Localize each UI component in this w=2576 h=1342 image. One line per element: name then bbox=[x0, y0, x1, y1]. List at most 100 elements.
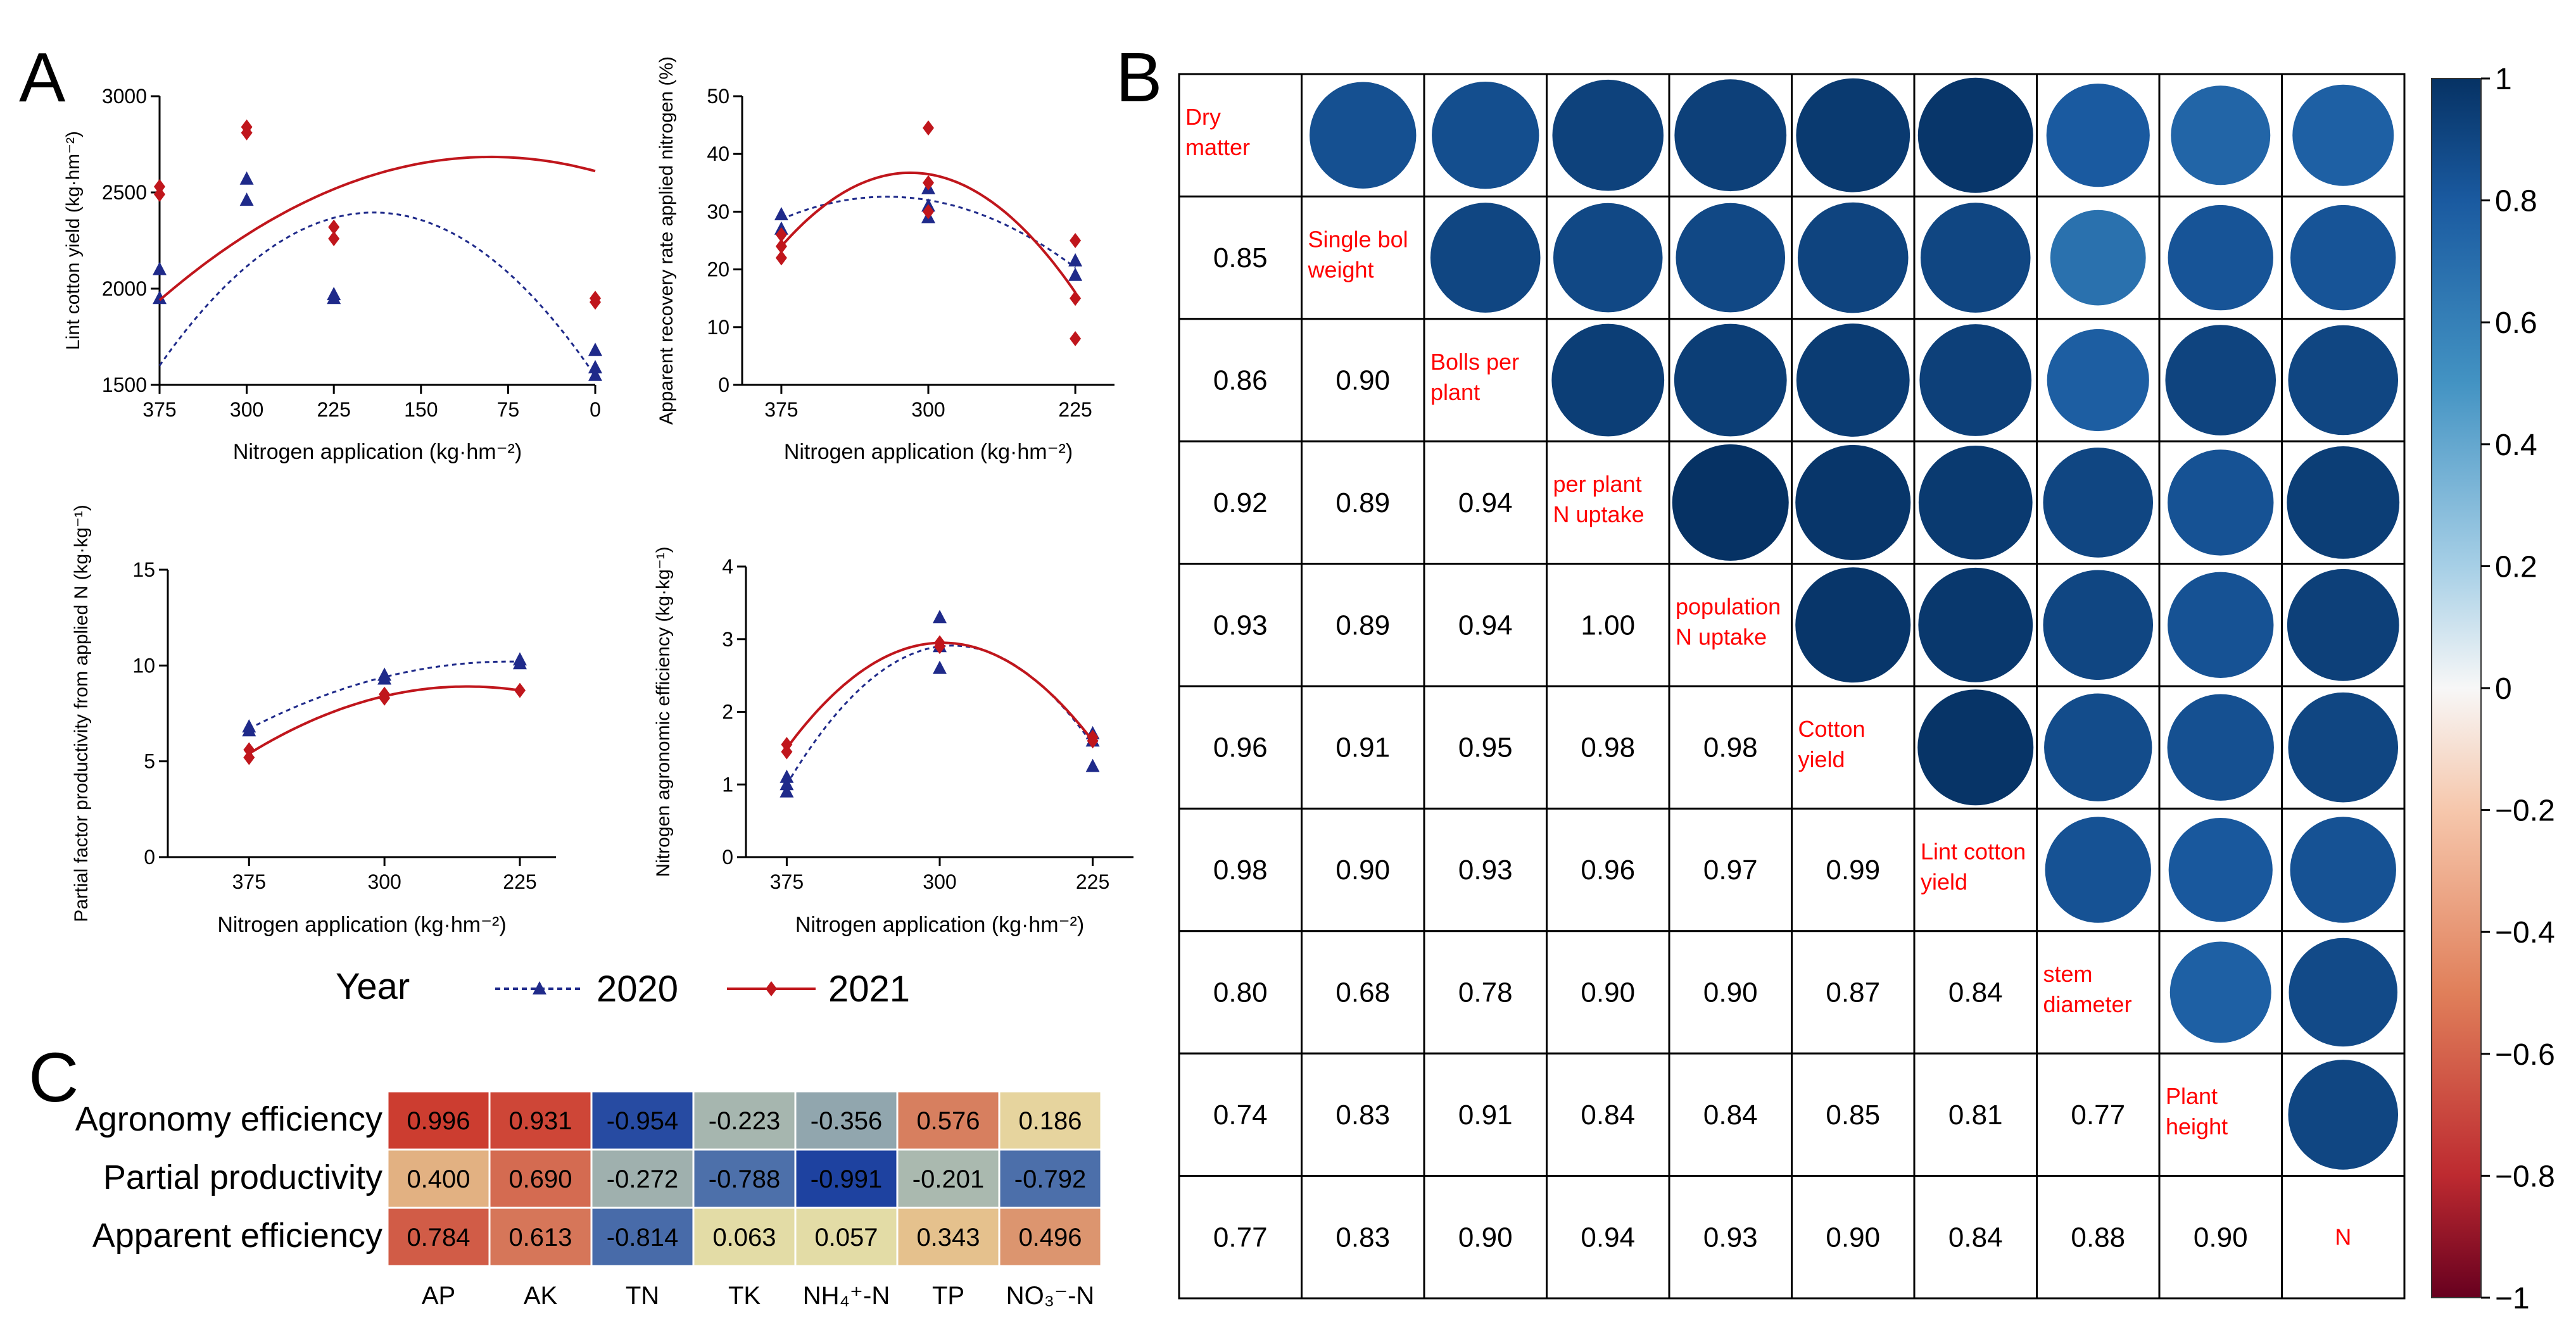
point-2021 bbox=[923, 120, 934, 136]
matrix-cell bbox=[1791, 930, 1916, 1055]
colorbar-tick-label: 0.2 bbox=[2495, 550, 2537, 584]
matrix-cell bbox=[1913, 930, 2038, 1055]
table-cell bbox=[998, 1148, 1102, 1209]
diag-label: Cotton bbox=[1798, 716, 1866, 742]
column-label: NH₄⁺-N bbox=[803, 1282, 890, 1310]
table-value: 0.057 bbox=[814, 1224, 878, 1251]
corr-value: 0.85 bbox=[1213, 242, 1268, 273]
corr-value: 0.84 bbox=[1703, 1100, 1758, 1131]
diag-label: Dry bbox=[1185, 104, 1221, 130]
corr-circle bbox=[2287, 568, 2399, 681]
chart-correlation-matrix: Dry matter 0.85 Single bol weight 0.86 0.90 Bol… bbox=[1178, 63, 2555, 1315]
corr-value: 0.83 bbox=[1335, 1222, 1390, 1253]
colorbar-tick-label: 0.6 bbox=[2495, 306, 2537, 340]
y-tick-label: 10 bbox=[132, 654, 155, 677]
corr-value: 0.93 bbox=[1458, 855, 1513, 886]
corr-value: 0.81 bbox=[1948, 1100, 2003, 1131]
diag-label: Bolls per bbox=[1430, 349, 1519, 375]
corr-circle bbox=[1918, 446, 2033, 560]
matrix-cell bbox=[2281, 1175, 2406, 1300]
y-axis-label: Lint cotton yield (kg·hm⁻²) bbox=[63, 131, 84, 350]
corr-value: 0.92 bbox=[1213, 487, 1268, 518]
matrix-cell bbox=[1178, 563, 1303, 687]
x-axis-label: Nitrogen application (kg·hm⁻²) bbox=[233, 440, 522, 464]
matrix-cell bbox=[1546, 440, 1670, 565]
chart-partial-productivity: 0 5 10 15 375 300 225 Nitrogen application (kg·… bbox=[71, 505, 556, 937]
corr-value: 0.90 bbox=[1581, 977, 1635, 1008]
legend-marker-2021 bbox=[766, 981, 777, 996]
corr-circle bbox=[1432, 82, 1539, 189]
point-2021 bbox=[1070, 291, 1082, 306]
corr-value: 0.90 bbox=[1703, 977, 1758, 1008]
corr-circle bbox=[1920, 203, 2031, 313]
point-2020 bbox=[588, 342, 602, 356]
matrix-cell bbox=[1546, 685, 1670, 810]
matrix-cell bbox=[1178, 930, 1303, 1055]
corr-value: 0.94 bbox=[1458, 610, 1513, 641]
table-value: -0.792 bbox=[1014, 1165, 1086, 1193]
colorbar bbox=[2431, 78, 2482, 1298]
diag-label: weight bbox=[1308, 256, 1374, 282]
matrix-cell bbox=[2158, 1052, 2283, 1177]
matrix-cell bbox=[1668, 930, 1793, 1055]
corr-circle bbox=[2047, 329, 2149, 432]
point-2021 bbox=[590, 291, 601, 306]
y-tick-label: 15 bbox=[132, 558, 155, 581]
fit-line-2021 bbox=[780, 171, 1076, 294]
x-tick-label: 300 bbox=[367, 870, 401, 893]
corr-value: 0.97 bbox=[1703, 855, 1758, 886]
x-tick-label: 300 bbox=[230, 398, 263, 421]
x-tick-label: 375 bbox=[770, 870, 804, 893]
corr-circle bbox=[1795, 444, 1911, 560]
column-label: TP bbox=[932, 1282, 964, 1310]
corr-value: 0.98 bbox=[1213, 855, 1268, 886]
table-value: 0.063 bbox=[712, 1224, 776, 1251]
point-2020 bbox=[512, 652, 527, 666]
corr-circle bbox=[1553, 203, 1663, 313]
matrix-cell bbox=[1301, 685, 1425, 810]
column-label: AK bbox=[524, 1282, 558, 1310]
point-2021 bbox=[243, 742, 255, 758]
diag-label: N uptake bbox=[1676, 624, 1767, 650]
table-cell bbox=[896, 1090, 1001, 1151]
corr-value: 0.98 bbox=[1581, 732, 1635, 763]
y-tick-label: 3 bbox=[722, 628, 733, 651]
colorbar-tick-label: −1 bbox=[2495, 1282, 2530, 1315]
point-2021 bbox=[241, 119, 253, 135]
corr-circle bbox=[1672, 444, 1789, 561]
corr-circle bbox=[2168, 449, 2274, 556]
corr-circle bbox=[1797, 202, 1909, 313]
table-value: 0.186 bbox=[1018, 1107, 1082, 1135]
point-2021 bbox=[328, 230, 340, 246]
y-tick-label: 3000 bbox=[102, 85, 147, 108]
table-cell bbox=[794, 1207, 899, 1267]
corr-value: 0.99 bbox=[1826, 855, 1880, 886]
corr-value: 0.86 bbox=[1213, 365, 1268, 396]
x-tick-label: 225 bbox=[1076, 870, 1109, 893]
corr-circle bbox=[1310, 82, 1417, 189]
y-tick-label: 4 bbox=[722, 555, 733, 578]
point-2021 bbox=[775, 227, 787, 242]
corr-value: 0.95 bbox=[1458, 732, 1513, 763]
fit-line-2021 bbox=[158, 155, 596, 301]
point-2020 bbox=[327, 287, 341, 301]
corr-circle bbox=[2043, 448, 2154, 558]
point-2020 bbox=[774, 206, 788, 220]
table-value: -0.991 bbox=[811, 1165, 882, 1193]
corr-value: 0.96 bbox=[1581, 855, 1635, 886]
corr-circle bbox=[2288, 325, 2399, 436]
table-value: 0.996 bbox=[407, 1107, 470, 1135]
chart-recovery-rate: 0 10 20 30 40 50 375 300 225 Nitrogen application… bbox=[656, 56, 1114, 464]
colorbar-tick-label: −0.6 bbox=[2495, 1038, 2555, 1072]
y-tick-label: 0 bbox=[144, 846, 155, 869]
point-2020 bbox=[1085, 758, 1100, 772]
x-tick-label: 375 bbox=[142, 398, 176, 421]
corr-value: 0.84 bbox=[1948, 1222, 2003, 1253]
point-2020 bbox=[933, 660, 947, 674]
corr-circle bbox=[2290, 204, 2396, 311]
corr-circle bbox=[2167, 694, 2274, 801]
corr-circle bbox=[1795, 567, 1911, 683]
corr-value: 0.93 bbox=[1703, 1222, 1758, 1253]
table-value: 0.343 bbox=[916, 1224, 980, 1251]
